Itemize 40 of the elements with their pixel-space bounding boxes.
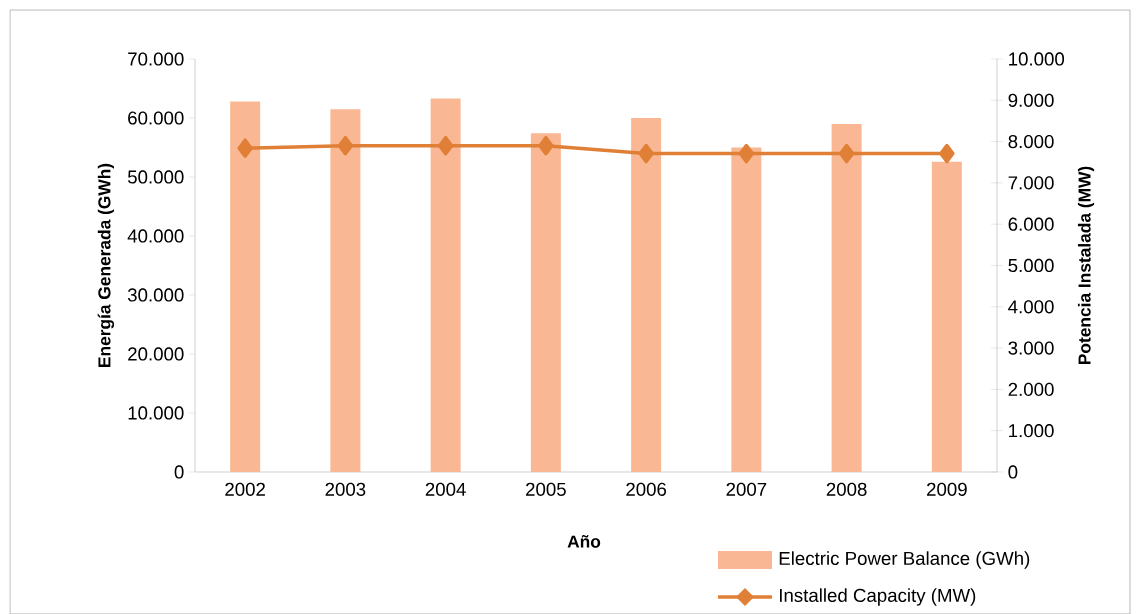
y-axis-title: Energía Generada (GWh) (97, 163, 115, 367)
y-tick-label: 50.000 (127, 170, 184, 184)
x-tick-label: 2007 (726, 482, 767, 496)
bar (931, 161, 962, 472)
bar (631, 118, 662, 472)
x-tick-label: 2005 (526, 482, 566, 496)
bar (230, 101, 261, 472)
y2-tick-label: 2.000 (1008, 382, 1054, 396)
y2-tick-label: 8.000 (1008, 134, 1054, 149)
y2-tick-label: 6.000 (1008, 217, 1054, 231)
y-tick-label: 30.000 (127, 288, 184, 302)
x-tick-label: 2003 (325, 482, 366, 496)
x-tick-label: 2009 (927, 482, 967, 496)
x-tick-label: 2004 (425, 482, 466, 496)
y2-axis-title: Potencia Instalada (MW) (1077, 166, 1095, 365)
bar (831, 123, 862, 472)
bar (330, 109, 361, 472)
x-tick-label: 2008 (826, 482, 867, 496)
y-tick-label: 0 (174, 465, 184, 479)
y2-tick-label: 10.000 (1009, 52, 1065, 66)
y-tick-label: 10.000 (128, 406, 184, 420)
y-tick-label: 40.000 (127, 229, 184, 243)
y2-tick-label: 7.000 (1008, 176, 1054, 190)
bar (731, 147, 762, 472)
y-tick-label: 70.000 (128, 52, 184, 66)
legend-label: Installed Capacity (MW) (779, 588, 976, 606)
y2-tick-label: 4.000 (1008, 300, 1054, 314)
x-tick-label: 2002 (225, 482, 265, 496)
y-tick-label: 20.000 (128, 347, 184, 361)
y2-tick-label: 0 (1008, 465, 1018, 479)
y2-tick-label: 1.000 (1009, 424, 1054, 438)
y2-tick-label: 3.000 (1008, 341, 1054, 355)
y2-tick-label: 9.000 (1008, 93, 1054, 107)
x-tick-label: 2006 (626, 482, 667, 496)
legend-label: Electric Power Balance (GWh) (779, 551, 1030, 569)
y-tick-label: 60.000 (128, 111, 184, 125)
bar (530, 133, 561, 472)
x-axis-title: Año (567, 535, 601, 548)
y2-tick-label: 5.000 (1008, 258, 1054, 273)
bar (430, 98, 461, 472)
